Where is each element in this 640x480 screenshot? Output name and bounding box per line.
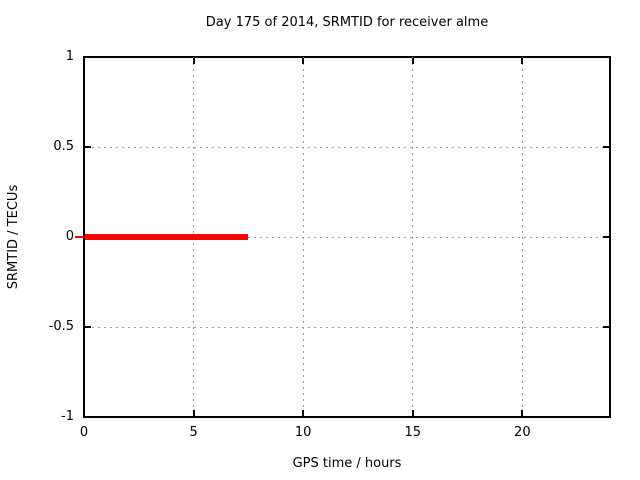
y-tick-label: 1: [65, 49, 74, 64]
x-tick-mark-bottom: [521, 410, 524, 416]
y-tick-label: 0: [65, 229, 74, 244]
y-tick-label: 0.5: [53, 139, 74, 154]
y-gridline: [86, 236, 608, 238]
x-tick-mark-top: [83, 58, 85, 64]
y-tick-mark-right: [603, 56, 609, 58]
x-tick-label: 15: [404, 425, 422, 440]
x-tick-mark-top: [411, 58, 414, 64]
y-tick-label: -0.5: [48, 319, 74, 334]
x-tick-mark-bottom: [411, 410, 414, 416]
x-tick-mark-bottom: [83, 410, 85, 416]
y-axis-label: SRMTID / TECUs: [6, 184, 21, 290]
y-tick-label: -1: [61, 409, 74, 424]
x-tick-label: 0: [79, 425, 89, 440]
series-line: [85, 234, 249, 240]
x-tick-label: 5: [189, 425, 198, 440]
x-tick-mark-top: [192, 58, 195, 64]
y-tick-mark-right: [603, 236, 609, 238]
y-tick-mark-right: [603, 416, 609, 418]
x-tick-label: 20: [514, 425, 531, 440]
x-axis-label: GPS time / hours: [292, 456, 402, 471]
x-tick-mark-bottom: [302, 410, 305, 416]
x-tick-mark-top: [302, 58, 305, 64]
x-tick-mark-top: [521, 58, 524, 64]
chart-title: Day 175 of 2014, SRMTID for receiver alm…: [205, 15, 489, 30]
y-tick-mark-left: [85, 326, 91, 328]
y-gridline: [86, 326, 608, 328]
y-tick-mark-right: [603, 146, 609, 148]
y-tick-mark-left: [85, 146, 91, 148]
x-tick-label: 10: [294, 425, 312, 440]
y-tick-mark-right: [603, 326, 609, 328]
y-tick-mark-left: [85, 56, 91, 58]
x-tick-mark-bottom: [192, 410, 195, 416]
y-zero-tick-red-mark: [75, 236, 84, 238]
plot-area-border: [83, 56, 611, 418]
y-tick-mark-left: [85, 416, 91, 418]
y-gridline: [86, 146, 608, 148]
